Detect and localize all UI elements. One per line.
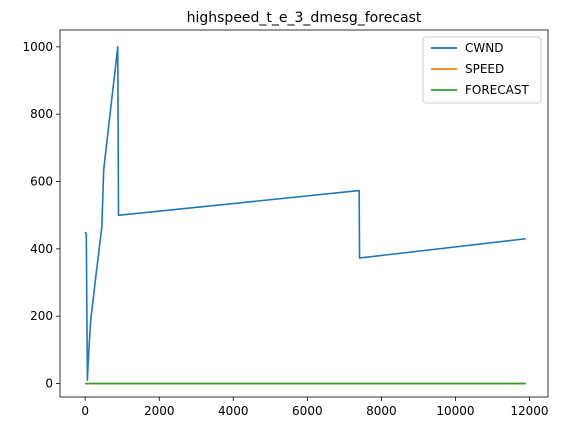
y-tick-label: 1000 bbox=[22, 40, 53, 54]
series-line-cwnd bbox=[84, 46, 526, 381]
y-tick-label: 400 bbox=[30, 242, 53, 256]
x-tick-label: 10000 bbox=[436, 404, 474, 418]
x-tick-label: 12000 bbox=[510, 404, 548, 418]
x-tick-label: 6000 bbox=[292, 404, 323, 418]
y-tick-label: 200 bbox=[30, 309, 53, 323]
legend-label-cwnd: CWND bbox=[465, 41, 503, 55]
y-tick-label: 0 bbox=[45, 377, 53, 391]
legend: CWND SPEED FORECAST bbox=[422, 36, 542, 104]
legend-label-forecast: FORECAST bbox=[465, 83, 529, 97]
y-tick-label: 600 bbox=[30, 175, 53, 189]
legend-label-speed: SPEED bbox=[465, 62, 504, 76]
x-tick-label: 0 bbox=[81, 404, 89, 418]
plot-frame bbox=[59, 29, 549, 398]
x-tick-label: 4000 bbox=[218, 404, 249, 418]
x-tick-label: 8000 bbox=[366, 404, 397, 418]
series-layer bbox=[84, 46, 526, 385]
y-tick-label: 800 bbox=[30, 107, 53, 121]
chart-title: highspeed_t_e_3_dmesg_forecast bbox=[187, 10, 422, 26]
legend-box bbox=[422, 36, 542, 104]
x-tick-label: 2000 bbox=[144, 404, 175, 418]
axes-layer: 0 2000 4000 6000 8000 10000 12000 0 200 400 600 800… bbox=[22, 29, 549, 418]
